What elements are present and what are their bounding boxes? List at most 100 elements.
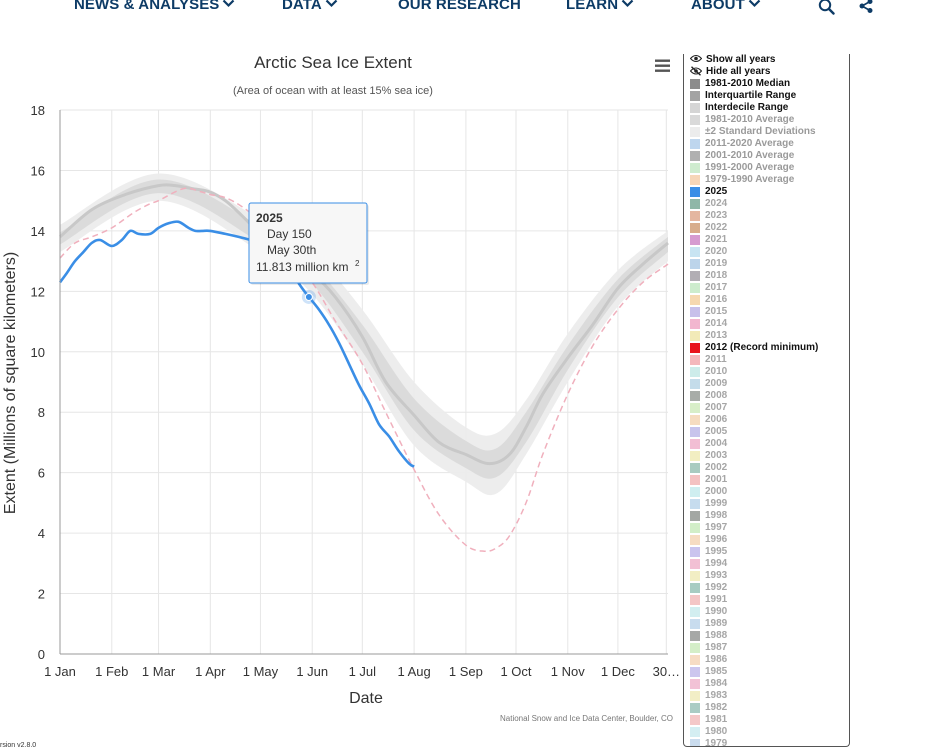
show-all-years-toggle[interactable]: Show all years [689,54,849,66]
x-tick-label: 1 Oct [500,664,531,679]
legend-item[interactable]: 2017 [690,282,849,294]
legend-item[interactable]: 2003 [690,450,849,462]
legend-item[interactable]: 2025 [690,186,849,198]
y-tick-label: 12 [31,284,45,299]
legend-item[interactable]: 2011-2020 Average [690,138,849,150]
legend-item[interactable]: 1979 [690,738,849,746]
legend-item[interactable]: 1981-2010 Median [690,78,849,90]
legend-item[interactable]: 2021 [690,234,849,246]
legend-swatch [690,307,700,317]
legend-swatch [690,511,700,521]
legend-item[interactable]: 1982 [690,702,849,714]
legend-item[interactable]: 2008 [690,390,849,402]
legend-item[interactable]: 1986 [690,654,849,666]
legend-item[interactable]: 2011 [690,354,849,366]
legend-swatch [690,271,700,281]
legend-label: 2024 [705,198,728,209]
legend-item[interactable]: 1991 [690,594,849,606]
legend-item[interactable]: 1984 [690,678,849,690]
legend-item[interactable]: 1990 [690,606,849,618]
x-tick-label: 1 Nov [551,664,585,679]
nav-our-research[interactable]: OUR RESEARCH [398,0,521,13]
legend-item[interactable]: 1988 [690,630,849,642]
legend-swatch [690,319,700,329]
legend-item[interactable]: 2006 [690,414,849,426]
legend-item[interactable]: 2002 [690,462,849,474]
nav-learn[interactable]: LEARN [566,0,634,13]
legend-item[interactable]: 1983 [690,690,849,702]
legend-swatch [690,199,700,209]
legend-item[interactable]: 2019 [690,258,849,270]
legend-label: 2022 [705,222,728,233]
legend-item[interactable]: 2000 [690,486,849,498]
hide-all-years-toggle[interactable]: Hide all years [689,65,849,78]
legend-swatch [690,595,700,605]
legend-label: 1980 [705,726,728,737]
legend-item[interactable]: 1981-2010 Average [690,114,849,126]
nav-news-analyses[interactable]: NEWS & ANALYSES [74,0,235,13]
legend-label: 2006 [705,414,728,425]
tooltip-day: Day 150 [267,227,312,241]
legend-item[interactable]: Interdecile Range [690,102,849,114]
chart-menu-icon[interactable] [654,58,672,74]
x-tick-label: 1 May [243,664,279,679]
share-icon[interactable] [858,0,874,14]
legend-item[interactable]: 1994 [690,558,849,570]
y-tick-label: 0 [38,647,45,662]
legend-item[interactable]: Interquartile Range [690,90,849,102]
legend-swatch [690,475,700,485]
legend-item[interactable]: 1993 [690,570,849,582]
legend-item[interactable]: 2007 [690,402,849,414]
legend-item[interactable]: 1991-2000 Average [690,162,849,174]
legend-item[interactable]: 1987 [690,642,849,654]
legend-item[interactable]: 2022 [690,222,849,234]
legend-swatch [690,439,700,449]
legend-item[interactable]: 1979-1990 Average [690,174,849,186]
legend-swatch [690,535,700,545]
legend-label: 2025 [705,186,728,197]
legend-item[interactable]: 1981 [690,714,849,726]
legend-item[interactable]: 1989 [690,618,849,630]
legend-item[interactable]: 2013 [690,330,849,342]
legend-item[interactable]: 2020 [690,246,849,258]
x-tick-label: 1 Sep [449,664,483,679]
tooltip-value-sup: 2 [355,259,360,268]
legend-label: 2021 [705,234,728,245]
legend-item[interactable]: 2024 [690,198,849,210]
legend-item[interactable]: 1996 [690,534,849,546]
legend-item[interactable]: 1980 [690,726,849,738]
legend-item[interactable]: 1999 [690,498,849,510]
legend-item[interactable]: 2010 [690,366,849,378]
legend-item[interactable]: ±2 Standard Deviations [690,126,849,138]
legend-item[interactable]: 2012 (Record minimum) [690,342,849,354]
nav-data[interactable]: DATA [282,0,338,13]
legend-item[interactable]: 2001 [690,474,849,486]
legend-label: 2020 [705,246,728,257]
legend-item[interactable]: 2009 [690,378,849,390]
legend-item[interactable]: 2001-2010 Average [690,150,849,162]
legend-label: 2009 [705,378,728,389]
y-tick-label: 10 [31,345,45,360]
legend-item[interactable]: 1998 [690,510,849,522]
legend-item[interactable]: 1997 [690,522,849,534]
legend-swatch [690,547,700,557]
legend-item[interactable]: 2023 [690,210,849,222]
line-2025 [58,220,415,468]
legend-item[interactable]: 1995 [690,546,849,558]
show-all-label: Show all years [706,54,776,65]
legend-item[interactable]: 2018 [690,270,849,282]
legend-swatch [690,343,700,353]
x-tick-label: 1 Feb [95,664,128,679]
legend-swatch [690,187,700,197]
nav-about[interactable]: ABOUT [691,0,761,13]
search-icon[interactable] [818,0,835,15]
legend-item[interactable]: 2016 [690,294,849,306]
legend-item[interactable]: 2004 [690,438,849,450]
legend-item[interactable]: 2014 [690,318,849,330]
legend-item[interactable]: 2015 [690,306,849,318]
median-line [59,183,669,466]
y-tick-label: 8 [38,405,45,420]
legend-item[interactable]: 1992 [690,582,849,594]
legend-item[interactable]: 2005 [690,426,849,438]
legend-item[interactable]: 1985 [690,666,849,678]
